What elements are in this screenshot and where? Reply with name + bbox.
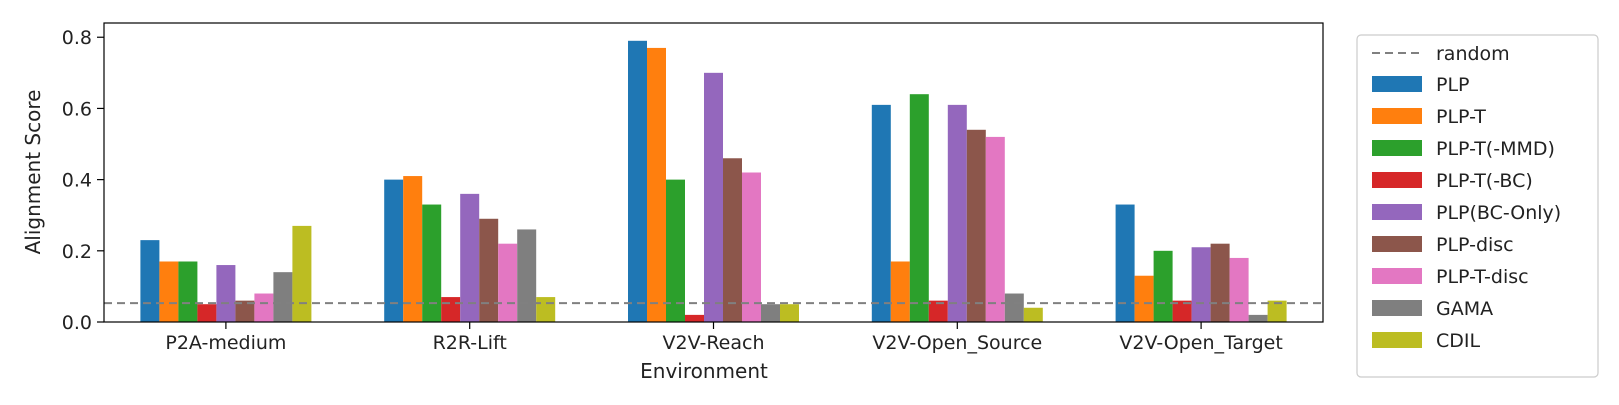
bar-PLP-T-disc-V2V-Open_Target	[1229, 257, 1249, 322]
bar-PLP-R2R-Lift	[384, 179, 404, 322]
legend-label-PLP: PLP	[1436, 74, 1470, 96]
legend-random-label: random	[1436, 43, 1510, 65]
bar-PLP-T(-MMD)-P2A-medium	[178, 261, 198, 322]
x-axis-label: Environment	[640, 359, 768, 383]
y-tick-label: 0.8	[62, 27, 92, 49]
bar-CDIL-R2R-Lift	[536, 297, 556, 322]
bar-GAMA-P2A-medium	[273, 272, 293, 322]
bar-PLP-T(-MMD)-V2V-Open_Source	[909, 94, 929, 322]
bar-GAMA-V2V-Open_Source	[1004, 293, 1024, 322]
bar-PLP-T-R2R-Lift	[403, 176, 423, 322]
legend-label-CDIL: CDIL	[1436, 330, 1481, 352]
bar-PLP-T-disc-V2V-Reach	[742, 172, 761, 322]
bar-PLP-V2V-Reach	[628, 40, 647, 323]
bar-PLP-T-disc-P2A-medium	[254, 293, 274, 322]
legend: random PLP PLP-T PLP-T(-MMD) PLP-T(-BC) PLP(…	[1356, 34, 1599, 378]
bar-PLP-T-V2V-Open_Source	[890, 261, 910, 322]
legend-label-PLP-T(-BC): PLP-T(-BC)	[1436, 170, 1533, 192]
bar-PLP-T(-MMD)-V2V-Reach	[666, 179, 685, 322]
bar-GAMA-R2R-Lift	[517, 229, 537, 322]
legend-swatch-PLP-T	[1372, 108, 1422, 124]
legend-swatch-PLP	[1372, 76, 1422, 92]
legend-swatch-PLP-T(-MMD)	[1372, 140, 1422, 156]
bar-PLP-disc-R2R-Lift	[479, 218, 499, 322]
bar-PLP-T(-BC)-V2V-Reach	[685, 314, 704, 322]
bar-PLP-disc-P2A-medium	[235, 300, 255, 322]
y-tick-label: 0.0	[62, 312, 92, 334]
legend-swatch-PLP-T-disc	[1372, 268, 1422, 284]
legend-label-PLP-T: PLP-T	[1436, 106, 1486, 128]
bar-PLP-T-P2A-medium	[159, 261, 179, 322]
bar-PLP(BC-Only)-R2R-Lift	[460, 193, 480, 322]
x-tick-label: V2V-Open_Source	[872, 332, 1042, 354]
bar-PLP(BC-Only)-P2A-medium	[216, 265, 236, 322]
bar-CDIL-V2V-Open_Target	[1267, 300, 1287, 322]
y-tick-label: 0.2	[62, 241, 92, 263]
bar-GAMA-V2V-Reach	[761, 304, 780, 322]
bar-PLP-disc-V2V-Reach	[723, 158, 742, 322]
legend-label-PLP-disc: PLP-disc	[1436, 234, 1514, 256]
legend-label-PLP-T(-MMD): PLP-T(-MMD)	[1436, 138, 1555, 160]
bar-PLP-T(-BC)-P2A-medium	[197, 304, 217, 322]
bar-PLP-T(-BC)-R2R-Lift	[441, 297, 461, 322]
bar-PLP-disc-V2V-Open_Source	[966, 129, 986, 322]
bar-PLP-T(-MMD)-V2V-Open_Target	[1153, 250, 1173, 322]
bar-CDIL-P2A-medium	[292, 225, 312, 322]
legend-items: PLP PLP-T PLP-T(-MMD) PLP-T(-BC) PLP(BC-Only…	[1372, 74, 1561, 352]
legend-label-GAMA: GAMA	[1436, 298, 1493, 320]
bar-PLP-T(-BC)-V2V-Open_Source	[928, 300, 948, 322]
y-tick-label: 0.4	[62, 170, 92, 192]
bars-group	[140, 40, 1287, 323]
bar-PLP-T-disc-R2R-Lift	[498, 243, 518, 322]
legend-swatch-PLP-disc	[1372, 236, 1422, 252]
x-tick-label: V2V-Reach	[663, 332, 765, 354]
x-tick-label: P2A-medium	[165, 332, 286, 354]
legend-swatch-GAMA	[1372, 300, 1422, 316]
bar-PLP-disc-V2V-Open_Target	[1210, 243, 1230, 322]
bar-PLP-T(-BC)-V2V-Open_Target	[1172, 300, 1192, 322]
y-axis: 0.0 0.2 0.4 0.6 0.8	[62, 27, 104, 334]
x-tick-label: V2V-Open_Target	[1119, 332, 1282, 354]
bar-PLP-V2V-Open_Source	[871, 104, 891, 323]
bar-PLP-T-V2V-Open_Target	[1134, 275, 1154, 322]
bar-GAMA-V2V-Open_Target	[1248, 314, 1268, 322]
legend-label-PLP(BC-Only): PLP(BC-Only)	[1436, 202, 1561, 224]
bar-PLP-T(-MMD)-R2R-Lift	[422, 204, 442, 322]
legend-swatch-PLP-T(-BC)	[1372, 172, 1422, 188]
bar-CDIL-V2V-Reach	[780, 304, 799, 322]
bar-PLP-T-disc-V2V-Open_Source	[985, 136, 1005, 322]
bar-PLP(BC-Only)-V2V-Reach	[704, 72, 723, 322]
bar-PLP(BC-Only)-V2V-Open_Target	[1191, 247, 1211, 322]
bar-PLP-P2A-medium	[140, 240, 160, 322]
bar-CDIL-V2V-Open_Source	[1023, 307, 1043, 322]
legend-swatch-PLP(BC-Only)	[1372, 204, 1422, 220]
legend-swatch-CDIL	[1372, 332, 1422, 348]
x-tick-label: R2R-Lift	[433, 332, 507, 354]
bar-PLP-V2V-Open_Target	[1115, 204, 1135, 322]
legend-label-PLP-T-disc: PLP-T-disc	[1436, 266, 1529, 288]
bar-PLP(BC-Only)-V2V-Open_Source	[947, 104, 967, 323]
y-tick-label: 0.6	[62, 98, 92, 120]
x-axis: P2A-medium R2R-Lift V2V-Reach V2V-Open_Sour…	[165, 322, 1283, 354]
y-axis-label: Alignment Score	[21, 90, 45, 255]
bar-PLP-T-V2V-Reach	[647, 47, 666, 323]
